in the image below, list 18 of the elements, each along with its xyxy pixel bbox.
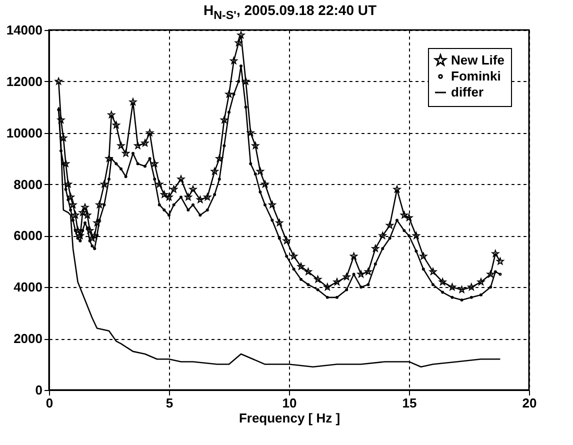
y-tick-label: 6000 — [14, 228, 42, 244]
x-tick-label: 5 — [166, 396, 174, 410]
y-tick-label: 2000 — [14, 331, 42, 346]
y-tick-label: 14000 — [6, 22, 42, 38]
legend-label: New Life — [451, 52, 504, 68]
y-tick-label: 4000 — [14, 280, 42, 295]
y-tick-label: 0 — [35, 382, 42, 398]
y-tick-label: 12000 — [6, 74, 42, 89]
y-tick-label: 10000 — [6, 125, 42, 140]
legend-label: Fominki — [451, 68, 501, 84]
x-tick-label: 10 — [282, 396, 297, 410]
x-axis-title: Frequency [ Hz ] — [238, 410, 340, 426]
y-tick-label: 8000 — [14, 176, 42, 192]
x-tick-label: 0 — [46, 396, 54, 410]
x-tick-label: 20 — [522, 396, 537, 410]
legend-label: differ — [451, 84, 484, 100]
chart-title: H$_{N-S'}$, 2005.09.18 22:40 UT — [202, 1, 378, 22]
x-tick-label: 15 — [402, 396, 417, 410]
